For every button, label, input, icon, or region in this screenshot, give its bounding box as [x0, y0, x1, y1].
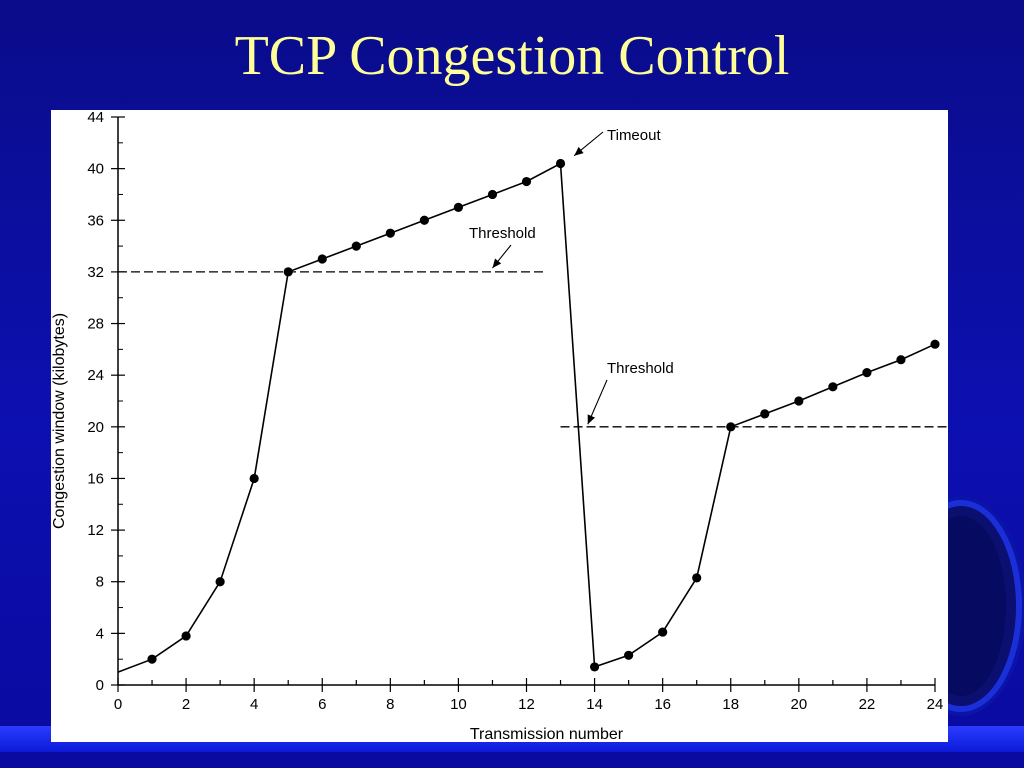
data-point — [760, 409, 770, 419]
data-point — [794, 396, 804, 406]
data-point — [624, 650, 634, 660]
x-tick-label: 20 — [790, 696, 807, 713]
x-tick-label: 12 — [518, 696, 535, 713]
y-tick-label: 36 — [87, 212, 104, 229]
data-point — [419, 215, 429, 225]
x-tick-label: 4 — [250, 696, 258, 713]
y-tick-label: 24 — [87, 367, 104, 384]
data-point — [317, 254, 327, 264]
data-point — [215, 577, 225, 587]
x-tick-label: 0 — [114, 696, 122, 713]
data-point — [249, 473, 259, 484]
x-tick-label: 22 — [859, 696, 876, 713]
x-tick-label: 8 — [386, 696, 394, 713]
y-tick-label: 12 — [87, 522, 104, 539]
x-tick-label: 16 — [654, 696, 671, 713]
data-point — [351, 241, 361, 251]
y-tick-label: 4 — [96, 625, 104, 642]
data-point — [658, 627, 668, 637]
data-point — [862, 368, 872, 378]
data-point — [283, 267, 293, 277]
annotation-label: Threshold — [469, 225, 536, 242]
annotation-arrowhead — [574, 146, 584, 156]
x-axis-title: Transmission number — [470, 726, 624, 742]
y-tick-label: 32 — [87, 264, 104, 281]
data-point — [487, 189, 498, 200]
annotation-label: Threshold — [607, 360, 674, 377]
data-point — [385, 228, 395, 238]
data-point — [930, 339, 940, 349]
y-axis-title: Congestion window (kilobytes) — [51, 313, 68, 529]
data-point — [828, 382, 838, 392]
data-point — [692, 573, 702, 583]
annotation-arrowhead — [587, 414, 595, 425]
x-tick-label: 24 — [927, 696, 944, 713]
y-tick-label: 0 — [96, 677, 104, 694]
y-tick-label: 40 — [87, 161, 104, 178]
x-tick-label: 14 — [586, 696, 603, 713]
x-tick-label: 2 — [182, 696, 190, 713]
y-tick-label: 20 — [87, 419, 104, 436]
annotation-arrowhead — [492, 258, 502, 268]
x-tick-label: 18 — [722, 696, 739, 713]
slide-title: TCP Congestion Control — [234, 25, 790, 87]
data-point — [453, 202, 464, 212]
x-tick-label: 10 — [450, 696, 467, 713]
y-tick-label: 28 — [87, 316, 104, 333]
data-point — [896, 355, 906, 365]
data-point — [726, 422, 736, 432]
data-point — [555, 158, 566, 169]
data-point — [147, 654, 157, 664]
chart-panel: 0 4 8 12 16 20 24 28 32 36 40 44 0 2 4 6 8 10 12 14 16 18 20 22… — [51, 110, 948, 742]
x-tick-label: 6 — [318, 696, 326, 713]
y-tick-label: 44 — [87, 110, 104, 126]
y-tick-label: 16 — [87, 470, 104, 487]
y-tick-label: 8 — [96, 574, 104, 591]
data-point — [181, 631, 191, 641]
data-point — [521, 176, 532, 187]
data-point — [589, 662, 600, 672]
annotation-label: Timeout — [607, 127, 661, 144]
